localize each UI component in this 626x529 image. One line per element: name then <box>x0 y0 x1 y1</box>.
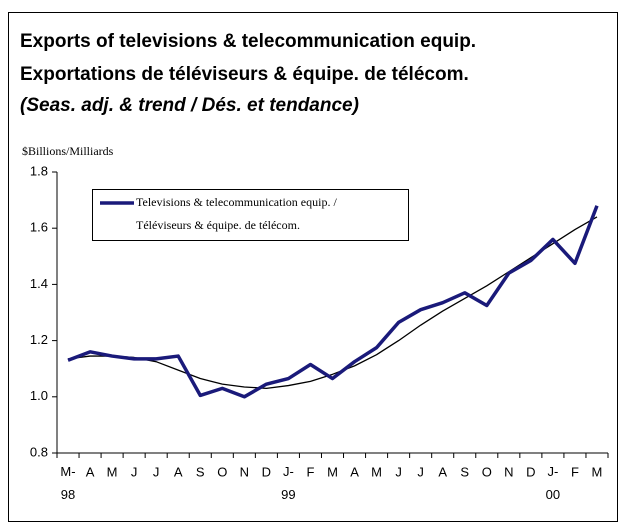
legend <box>92 189 409 241</box>
x-tick-label: J <box>417 464 424 479</box>
x-tick-label: M <box>107 464 118 479</box>
y-axis-label: $Billions/Milliards <box>22 144 114 158</box>
frame <box>8 12 618 522</box>
x-tick-label: M <box>327 464 338 479</box>
x-tick-label: O <box>217 464 227 479</box>
x-tick-label: D <box>526 464 535 479</box>
legend-label: Televisions & telecommunication equip. /… <box>136 195 337 232</box>
x-tick-label: S <box>196 464 205 479</box>
x-tick-label: N <box>240 464 249 479</box>
x-tick-label: M <box>592 464 603 479</box>
chart-note: (Seas. adj. & trend / Dés. et tendance) <box>20 95 359 116</box>
x-tick-label: J <box>131 464 138 479</box>
y-tick-label: 1.8 <box>30 163 48 178</box>
y-tick-label: 1.4 <box>30 276 48 291</box>
chart-subtitle: Exportations de téléviseurs & équipe. de… <box>20 64 469 85</box>
y-tick-label: 1.0 <box>30 388 48 403</box>
chart-title: Exports of televisions & telecommunicati… <box>20 31 476 52</box>
x-tick-label: M-98 <box>60 464 75 502</box>
x-tick-label: D <box>262 464 271 479</box>
x-tick-label: A <box>438 464 447 479</box>
x-tick-label: M <box>371 464 382 479</box>
x-tick-label: F <box>306 464 314 479</box>
x-tick-label: J-99 <box>281 464 295 502</box>
x-tick-label: A <box>350 464 359 479</box>
x-tick-label: F <box>571 464 579 479</box>
x-tick-label: S <box>460 464 469 479</box>
y-tick-label: 1.6 <box>30 220 48 235</box>
x-tick-label: J-00 <box>546 464 560 502</box>
x-tick-label: J <box>395 464 402 479</box>
y-tick-label: 0.8 <box>30 444 48 459</box>
x-tick-label: J <box>153 464 160 479</box>
y-tick-label: 1.2 <box>30 332 48 347</box>
x-tick-label: O <box>482 464 492 479</box>
x-tick-label: A <box>86 464 95 479</box>
x-tick-label: A <box>174 464 183 479</box>
series-line <box>67 205 599 399</box>
x-tick-label: N <box>504 464 513 479</box>
